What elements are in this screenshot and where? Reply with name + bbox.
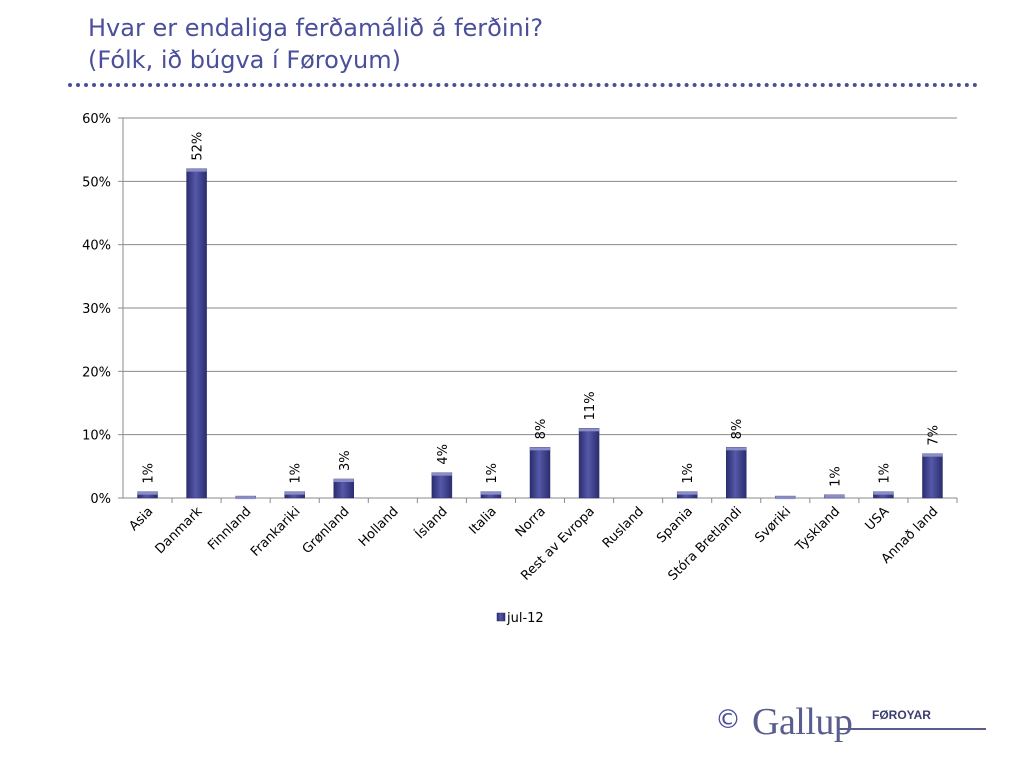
bar-top bbox=[579, 428, 600, 432]
y-tick-label: 50% bbox=[82, 175, 111, 190]
bar bbox=[578, 428, 600, 499]
x-tick-label: Norra bbox=[513, 504, 549, 540]
y-tick-label: 30% bbox=[82, 302, 111, 317]
bar-top bbox=[530, 447, 550, 451]
bar-top bbox=[284, 491, 305, 495]
gallup-logo-sub: FØROYAR bbox=[872, 708, 931, 722]
y-tick-label: 20% bbox=[82, 365, 111, 380]
y-tick-label: 40% bbox=[82, 239, 111, 254]
bar-top bbox=[137, 491, 158, 495]
data-label: 4% bbox=[436, 444, 451, 465]
data-label: 8% bbox=[534, 419, 549, 440]
gallup-logo-underline bbox=[838, 728, 986, 730]
legend-swatch bbox=[496, 612, 506, 622]
data-label: 1% bbox=[877, 463, 892, 484]
x-tick-label: Asia bbox=[126, 504, 156, 534]
data-label: 1% bbox=[485, 463, 500, 484]
y-tick-label: 60% bbox=[82, 112, 111, 127]
x-tick-label: Svøriki bbox=[752, 504, 794, 546]
bar-top bbox=[677, 491, 698, 495]
x-tick-label: Italia bbox=[466, 504, 499, 537]
x-tick-label: Frankariki bbox=[248, 504, 303, 559]
data-label: 8% bbox=[730, 419, 745, 440]
bar bbox=[922, 453, 943, 499]
x-tick-label: Finnland bbox=[205, 504, 254, 553]
bar-top bbox=[726, 447, 747, 451]
gallup-logo: Gallup FØROYAR bbox=[752, 700, 987, 744]
legend-label: jul-12 bbox=[506, 611, 544, 626]
bar bbox=[725, 447, 747, 499]
y-tick-label: 0% bbox=[90, 492, 111, 507]
bar bbox=[529, 447, 551, 499]
x-tick-label: Grønland bbox=[300, 504, 353, 557]
slide-title: Hvar er endaliga ferðamálið á ferðini? (… bbox=[88, 12, 543, 76]
data-label: 1% bbox=[828, 466, 843, 487]
bar bbox=[186, 168, 207, 499]
data-label: 1% bbox=[681, 463, 696, 484]
x-tick-label: Rusland bbox=[600, 504, 647, 551]
bar-top bbox=[333, 479, 354, 482]
bar-top bbox=[186, 168, 207, 172]
title-divider bbox=[68, 83, 978, 87]
bar bbox=[431, 472, 453, 499]
copyright-symbol: © bbox=[715, 705, 741, 735]
data-label: 1% bbox=[142, 463, 157, 484]
x-tick-label: Tyskland bbox=[792, 504, 843, 555]
bar-top bbox=[824, 494, 845, 498]
bar-top bbox=[235, 496, 256, 500]
data-label: 11% bbox=[583, 391, 598, 420]
data-label: 52% bbox=[191, 132, 206, 161]
bar-top bbox=[431, 472, 452, 476]
slide-title-line2: (Fólk, ið búgva í Føroyum) bbox=[88, 46, 401, 74]
data-label: 3% bbox=[338, 450, 353, 471]
data-label: 1% bbox=[289, 463, 304, 484]
gallup-logo-word: Gallup bbox=[752, 701, 853, 743]
bar-top bbox=[775, 496, 796, 500]
bar-top bbox=[873, 491, 894, 495]
slide-title-line1: Hvar er endaliga ferðamálið á ferðini? bbox=[88, 14, 544, 42]
x-tick-label: Spania bbox=[654, 504, 696, 546]
bar-top bbox=[480, 491, 501, 495]
x-tick-label: Ísland bbox=[412, 504, 451, 543]
data-label: 7% bbox=[926, 425, 941, 446]
bar-top bbox=[922, 453, 943, 457]
x-tick-label: Danmark bbox=[153, 504, 206, 557]
y-tick-label: 10% bbox=[82, 429, 111, 444]
x-tick-label: USA bbox=[863, 504, 893, 534]
x-tick-label: Holland bbox=[356, 504, 402, 550]
